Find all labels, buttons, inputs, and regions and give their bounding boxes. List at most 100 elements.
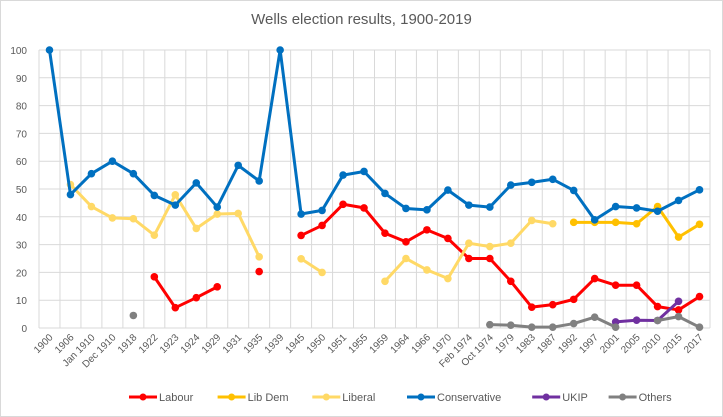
data-point-conservative <box>255 177 263 185</box>
data-point-liberal <box>255 253 263 261</box>
data-point-labour <box>695 292 704 301</box>
y-tick-label: 50 <box>16 185 28 196</box>
legend-marker <box>417 393 425 401</box>
legend-marker <box>619 393 627 401</box>
x-tick-label: 1992 <box>556 332 580 356</box>
data-point-conservative <box>486 203 494 211</box>
data-point-conservative <box>674 196 683 205</box>
x-tick-label: 2015 <box>661 332 685 356</box>
data-point-conservative <box>276 46 284 54</box>
data-point-liberal <box>506 239 515 248</box>
x-tick-label: 1923 <box>158 332 182 356</box>
data-point-liberal <box>129 214 138 223</box>
y-tick-label: 80 <box>16 102 28 113</box>
data-point-conservative <box>465 201 473 209</box>
data-point-conservative <box>695 186 704 194</box>
data-point-conservative <box>569 186 578 195</box>
y-tick-label: 40 <box>16 213 28 224</box>
x-tick-label: 2005 <box>619 332 643 356</box>
data-point-conservative <box>297 210 305 218</box>
x-tick-label: 1931 <box>221 332 245 356</box>
data-point-lib-dem <box>674 233 683 241</box>
series-line-liberal <box>69 183 261 258</box>
data-point-lib-dem <box>632 219 641 228</box>
data-point-ukip <box>632 316 641 325</box>
data-point-labour <box>486 254 494 263</box>
x-tick-label: 1959 <box>368 332 392 356</box>
data-point-labour <box>674 306 683 314</box>
legend-marker <box>322 393 330 401</box>
data-point-labour <box>360 204 368 212</box>
data-point-labour <box>444 234 452 243</box>
data-point-labour <box>611 281 620 289</box>
data-point-others <box>129 311 138 320</box>
data-point-labour <box>653 302 662 311</box>
data-point-conservative <box>150 191 159 200</box>
data-point-labour <box>465 254 473 263</box>
data-point-lib-dem <box>611 218 620 227</box>
data-point-conservative <box>402 204 410 213</box>
data-point-others <box>674 312 683 321</box>
data-point-liberal <box>150 231 159 239</box>
x-tick-label: 2017 <box>682 332 706 356</box>
x-tick-label: 1922 <box>137 332 161 356</box>
data-point-conservative <box>611 202 620 211</box>
x-tick-label: 2001 <box>598 332 622 356</box>
data-point-conservative <box>506 181 515 189</box>
data-point-conservative <box>318 206 326 215</box>
data-point-conservative <box>171 201 180 209</box>
data-point-conservative <box>108 157 117 165</box>
data-point-labour <box>150 273 159 281</box>
x-tick-label: 1966 <box>410 332 434 356</box>
series-line-ukip <box>615 300 680 324</box>
data-point-labour <box>192 293 201 302</box>
series-line-liberal <box>300 257 323 274</box>
data-point-liberal <box>465 239 473 248</box>
x-tick-label: 1979 <box>493 332 517 356</box>
data-point-others <box>548 323 557 331</box>
data-point-others <box>486 320 494 329</box>
y-tick-label: 100 <box>10 46 27 57</box>
data-point-conservative <box>527 178 536 187</box>
y-tick-label: 90 <box>16 74 28 85</box>
data-point-labour <box>506 277 515 286</box>
x-tick-label: 1983 <box>514 332 538 356</box>
legend-label: Labour <box>159 392 194 404</box>
x-tick-label: 1900 <box>32 332 56 356</box>
legend-label: Lib Dem <box>248 392 289 404</box>
x-tick-label: 1918 <box>116 332 140 356</box>
y-tick-label: 0 <box>21 324 27 335</box>
data-point-liberal <box>234 209 243 218</box>
data-point-others <box>506 321 515 330</box>
series-line-conservative <box>47 48 701 222</box>
y-tick-label: 20 <box>16 268 28 279</box>
data-point-conservative <box>381 189 389 198</box>
data-point-lib-dem <box>695 220 704 229</box>
x-tick-label: 2010 <box>640 332 664 356</box>
data-point-labour <box>213 283 222 291</box>
legend-marker <box>139 393 147 401</box>
data-point-liberal <box>548 219 557 228</box>
data-point-labour <box>297 231 305 240</box>
x-tick-label: 1945 <box>284 332 308 356</box>
data-point-liberal <box>171 191 180 199</box>
legend-label: UKIP <box>562 392 588 404</box>
x-tick-label: 1929 <box>200 332 224 356</box>
legend-marker <box>542 393 550 401</box>
data-point-conservative <box>548 175 557 184</box>
data-point-conservative <box>87 169 96 178</box>
data-point-others <box>590 313 599 321</box>
series-line-labour <box>153 276 218 310</box>
data-point-conservative <box>339 171 347 179</box>
data-point-liberal <box>423 266 431 274</box>
data-point-conservative <box>213 203 222 211</box>
data-point-others <box>527 323 536 331</box>
x-tick-label: 1987 <box>535 332 559 356</box>
data-point-conservative <box>590 216 599 224</box>
data-point-others <box>695 323 704 331</box>
x-tick-label: 1951 <box>326 332 350 356</box>
x-tick-label: 1964 <box>389 332 413 356</box>
data-point-conservative <box>66 190 75 199</box>
